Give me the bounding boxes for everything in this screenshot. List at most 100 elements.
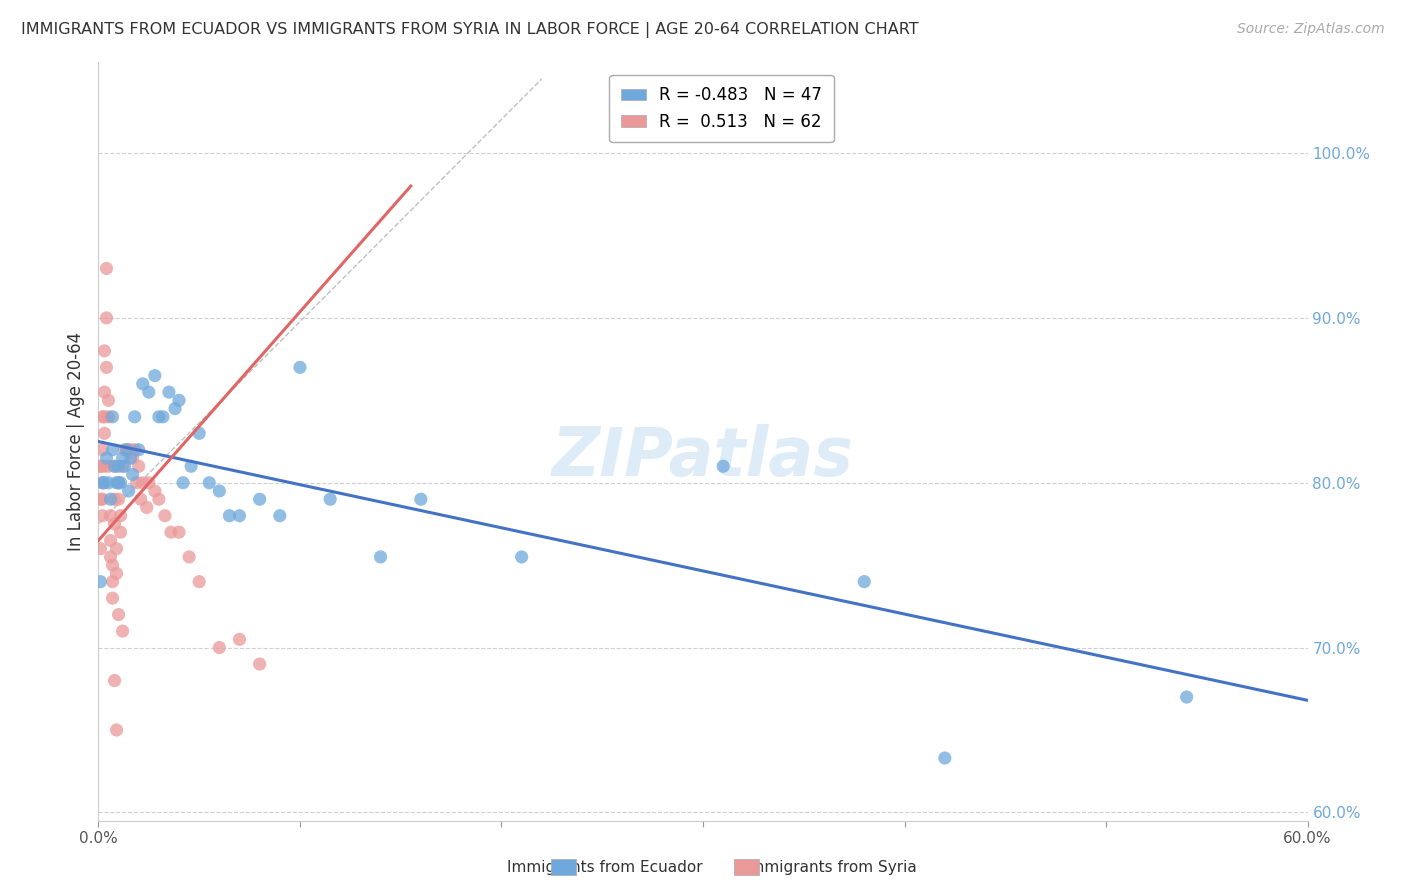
Text: ZIPatlas: ZIPatlas [553,424,853,490]
Point [91,492,114,507]
Point [198,475,221,490]
Point [103,459,125,474]
Point [121,467,143,482]
Point [711,459,734,474]
Point [121,450,143,465]
Point [132,376,155,391]
Point [157,385,180,400]
Point [100,492,122,507]
Point [105,475,128,490]
Point [249,657,271,671]
Point [96,360,118,375]
Point [188,426,211,441]
Point [91,442,114,457]
Point [114,459,136,474]
Point [172,475,194,490]
Point [107,475,129,490]
Point [370,549,392,564]
Point [93,426,115,441]
Point [188,574,211,589]
Point [114,442,136,457]
Point [97,475,120,490]
Point [934,751,956,765]
Point [152,409,174,424]
Point [89,459,111,474]
Point [249,492,271,507]
Point [100,533,122,548]
Point [120,450,142,465]
Point [111,450,134,465]
Text: IMMIGRANTS FROM ECUADOR VS IMMIGRANTS FROM SYRIA IN LABOR FORCE | AGE 20-64 CORR: IMMIGRANTS FROM ECUADOR VS IMMIGRANTS FR… [21,22,918,38]
Point [91,508,114,523]
Text: Source: ZipAtlas.com: Source: ZipAtlas.com [1237,22,1385,37]
Point [111,624,134,639]
Point [409,492,432,507]
Point [101,558,124,573]
Point [97,409,120,424]
Point [93,385,115,400]
Point [115,442,138,457]
Point [115,442,138,457]
Point [107,492,129,507]
Point [103,492,125,507]
Point [91,409,114,424]
Point [129,492,152,507]
Point [105,541,128,556]
Point [180,459,202,474]
Point [218,508,240,523]
Point [91,475,114,490]
Point [100,508,122,523]
Point [93,459,115,474]
Point [120,442,142,457]
Point [118,483,141,498]
Point [107,459,129,474]
Point [110,508,132,523]
Point [143,483,166,498]
Point [132,475,155,490]
Point [103,516,125,531]
Point [93,343,115,358]
Point [228,632,250,647]
Point [510,549,533,564]
Point [319,492,342,507]
Point [96,450,118,465]
Point [91,475,114,490]
Point [179,549,201,564]
Point [89,541,111,556]
Point [118,442,141,457]
Point [153,508,176,523]
Point [103,673,125,688]
Point [124,409,146,424]
Point [105,723,128,737]
Point [96,310,118,325]
Point [208,483,231,498]
Point [128,459,150,474]
Point [128,442,150,457]
Point [111,459,134,474]
Point [1175,690,1198,704]
Point [110,525,132,540]
Point [100,549,122,564]
Text: Immigrants from Syria: Immigrants from Syria [745,860,917,874]
Point [101,442,124,457]
Point [89,492,111,507]
Legend: R = -0.483   N = 47, R =  0.513   N = 62: R = -0.483 N = 47, R = 0.513 N = 62 [609,75,834,142]
Point [110,475,132,490]
Point [97,459,120,474]
Point [101,409,124,424]
Point [101,574,124,589]
Point [228,508,250,523]
Point [96,261,118,276]
Point [125,475,148,490]
Point [89,459,111,474]
Point [97,393,120,408]
Point [105,566,128,581]
Point [163,401,186,416]
Y-axis label: In Labor Force | Age 20-64: In Labor Force | Age 20-64 [66,332,84,551]
Point [288,360,311,375]
Point [167,525,190,540]
Point [103,459,125,474]
Point [93,409,115,424]
Point [269,508,291,523]
Point [160,525,183,540]
